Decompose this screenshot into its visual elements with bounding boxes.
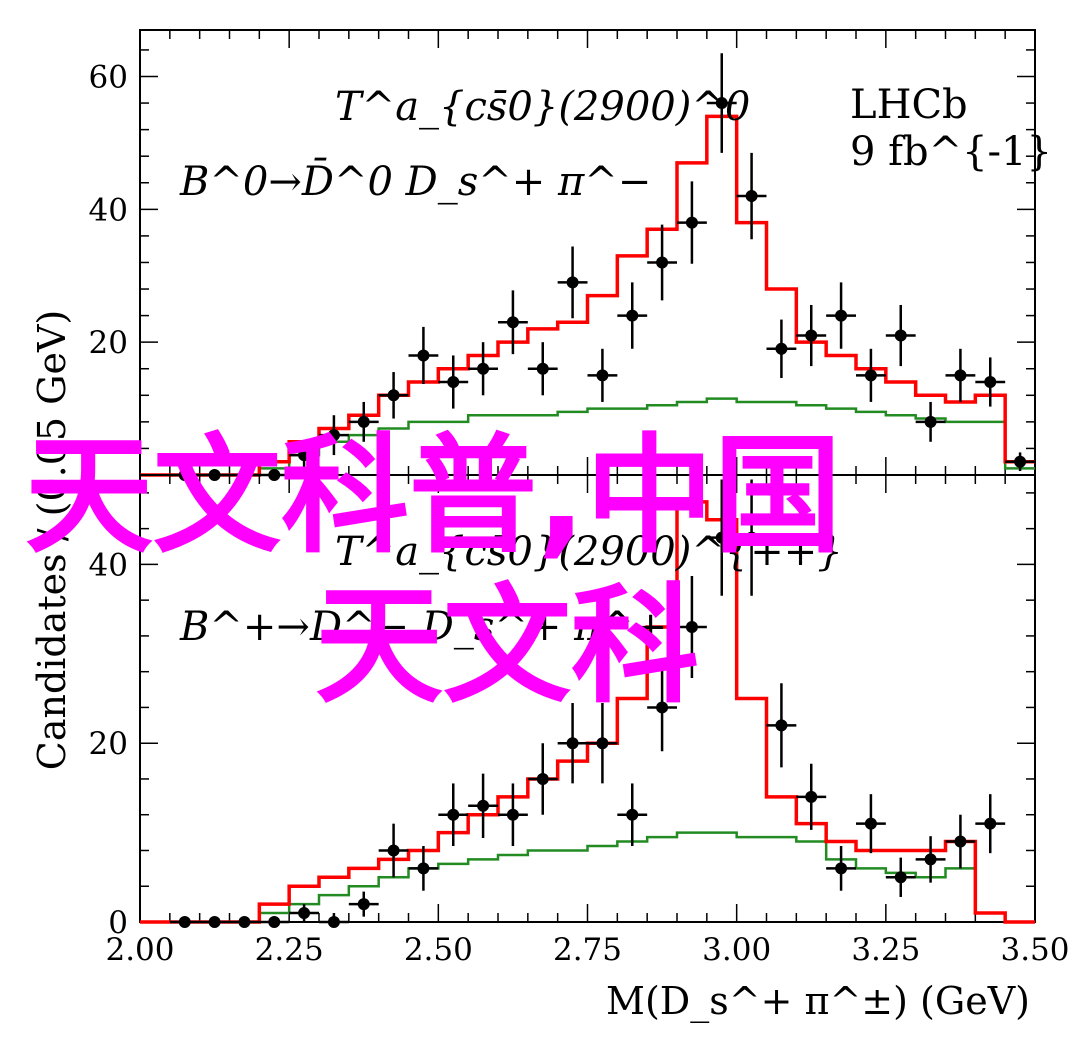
data-point xyxy=(566,737,579,750)
data-point xyxy=(417,862,430,875)
data-point xyxy=(626,808,639,821)
data-point xyxy=(894,871,907,884)
data-point xyxy=(715,97,728,110)
data-point xyxy=(954,369,967,382)
data-point xyxy=(835,309,848,322)
fit-component-line xyxy=(140,397,1035,477)
x-tick-label: 3.00 xyxy=(702,932,771,968)
data-point xyxy=(238,916,251,928)
experiment-label: LHCb xyxy=(850,82,968,128)
data-point xyxy=(447,808,460,821)
data-point xyxy=(745,190,758,203)
data-point xyxy=(656,256,669,269)
watermark-line2: 天文科 xyxy=(315,572,699,721)
data-point xyxy=(596,369,609,382)
data-point xyxy=(924,853,937,866)
x-tick-label: 2.00 xyxy=(105,932,174,968)
data-point xyxy=(596,737,609,750)
data-point xyxy=(626,309,639,322)
data-point xyxy=(984,376,997,389)
data-point xyxy=(387,844,400,857)
x-tick-label: 3.50 xyxy=(1000,932,1069,968)
data-point xyxy=(477,362,490,375)
data-point xyxy=(357,898,370,911)
data-point xyxy=(835,862,848,875)
data-point xyxy=(656,701,669,714)
data-point xyxy=(775,719,788,732)
y-axis-title: Candidates / (0.05 GeV) xyxy=(30,310,74,771)
data-point xyxy=(178,916,191,928)
data-point xyxy=(1014,455,1027,468)
fit-component-line xyxy=(140,831,1035,924)
data-point xyxy=(208,916,221,928)
data-point xyxy=(775,342,788,355)
data-point xyxy=(715,531,728,544)
data-point xyxy=(536,772,549,785)
data-point xyxy=(805,790,818,803)
watermark-line1: 天文科普,中国 xyxy=(25,422,842,571)
data-point xyxy=(298,449,311,462)
data-point xyxy=(327,916,340,928)
data-point xyxy=(268,916,281,928)
y-tick-label: 0 xyxy=(108,905,128,941)
data-point xyxy=(685,216,698,229)
x-tick-label: 2.50 xyxy=(404,932,473,968)
data-point xyxy=(417,349,430,362)
luminosity-label: 9 fb^{-1} xyxy=(850,129,1052,175)
data-point xyxy=(864,369,877,382)
data-point xyxy=(477,799,490,812)
bottom-panel: 0 20 40 2.00 2.25 2.50 2.75 3.00 3.25 3.50 xyxy=(89,474,1070,968)
data-point xyxy=(745,531,758,544)
data-point xyxy=(298,907,311,920)
y-tick-label: 40 xyxy=(89,192,128,228)
bottom-annotation-line1: T^a_{cs̄0}(2900)^{++} xyxy=(335,529,843,575)
data-point xyxy=(447,376,460,389)
data-point xyxy=(805,329,818,342)
x-axis-title: M(D_s^+ π^±) (GeV) xyxy=(606,979,1030,1024)
top-annotation-line1: T^a_{cs̄0}(2900)^0 xyxy=(335,84,750,130)
data-point xyxy=(954,835,967,848)
bottom-annotation-line2: B^+→D^− D_s^+ π^+ xyxy=(179,604,667,650)
x-tick-label: 3.25 xyxy=(851,932,920,968)
data-point xyxy=(387,389,400,402)
data-point xyxy=(536,362,549,375)
top-panel: 20 40 60 xyxy=(89,29,1036,481)
data-point xyxy=(327,429,340,442)
y-tick-label: 60 xyxy=(89,59,128,95)
x-tick-label: 2.25 xyxy=(255,932,324,968)
data-point xyxy=(864,817,877,830)
data-point xyxy=(357,415,370,428)
data-point xyxy=(894,329,907,342)
data-point xyxy=(566,276,579,289)
data-point xyxy=(506,316,519,329)
data-point xyxy=(984,817,997,830)
top-annotation-line2: B^0→D̄^0 D_s^+ π^− xyxy=(179,158,651,205)
y-tick-label: 20 xyxy=(89,726,128,762)
fit-total-line xyxy=(140,114,1035,477)
data-point xyxy=(685,620,698,633)
y-tick-label: 40 xyxy=(89,547,128,583)
x-tick-label: 2.75 xyxy=(553,932,622,968)
data-point xyxy=(506,808,519,821)
data-point xyxy=(924,415,937,428)
y-tick-label: 20 xyxy=(89,325,128,361)
